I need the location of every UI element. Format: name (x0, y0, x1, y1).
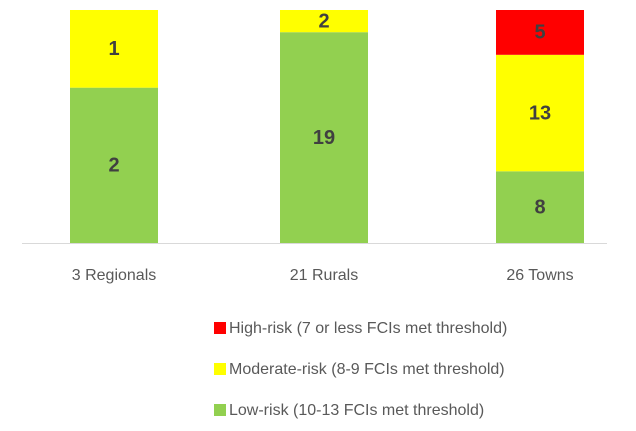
bar-segment (496, 10, 584, 55)
data-label: 8 (534, 196, 545, 218)
bar-segment (496, 171, 584, 243)
legend-swatch (214, 404, 226, 416)
x-tick-label: 21 Rurals (290, 267, 358, 284)
bar-segment (496, 54, 584, 172)
data-label: 2 (108, 155, 119, 177)
x-tick-label: 26 Towns (506, 267, 573, 284)
legend-label: Low-risk (10-13 FCIs met threshold) (229, 402, 484, 419)
legend-swatch (214, 322, 226, 334)
data-label: 2 (318, 10, 329, 32)
legend-label: High-risk (7 or less FCIs met threshold) (229, 320, 507, 337)
data-label: 5 (534, 22, 545, 44)
data-label: 19 (313, 127, 335, 149)
bar-segment (280, 32, 368, 243)
bar-segment (70, 87, 158, 244)
bar-segment (70, 10, 158, 88)
bar-segment (280, 10, 368, 33)
data-label: 1 (108, 38, 119, 60)
data-label: 13 (529, 102, 551, 124)
legend-swatch (214, 363, 226, 375)
x-tick-label: 3 Regionals (72, 267, 157, 284)
legend-label: Moderate-risk (8-9 FCIs met threshold) (229, 361, 505, 378)
